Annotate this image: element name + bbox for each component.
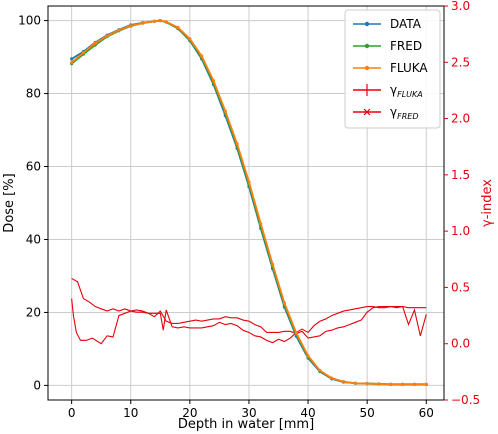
dose-point [389,382,393,386]
y-axis-label: Dose [%] [2,173,17,232]
dose-point [294,331,298,335]
dose-point [211,79,216,83]
dose-point [365,381,369,386]
gamma-line [71,298,427,345]
y-tick-label: 60 [26,160,41,174]
legend-swatch-marker [364,21,370,27]
legend-box [344,9,441,129]
y2-tick-label: −0.5 [451,393,480,407]
legend-label: DATA [390,17,422,31]
x-tick-label: 30 [241,406,256,420]
x-axis: 0 10 20 30 40 50 60 [68,400,434,420]
y2-tick-label: 3.0 [451,0,470,13]
x-tick-label: 60 [419,406,434,420]
y-tick-label: 20 [26,305,41,319]
dose-point [424,382,428,386]
x-tick-label: 40 [300,406,315,420]
y2-tick-label: 0.0 [451,337,470,351]
y-tick-label: 100 [18,14,41,28]
dose-point [270,262,275,266]
y-axis-left: 0 20 40 60 80 100 [18,14,48,392]
dose-point [164,20,168,24]
y2-tick-label: 2.5 [451,55,470,69]
x-tick-label: 10 [123,406,138,420]
legend-label: FLUKA [390,61,428,75]
dose-point [401,382,405,386]
y2-tick-label: 2.0 [451,112,470,126]
legend-label-subscript: FLUKA [397,90,423,99]
dose-point [70,60,74,65]
y2-tick-label: 1.0 [451,224,470,238]
dose-point [152,19,156,23]
y-tick-label: 0 [33,378,41,392]
dose-point [93,41,97,45]
plot-frame [47,5,445,401]
y2-axis-label: γ-index [480,179,495,227]
dose-point [129,24,133,28]
x-tick-label: 50 [360,406,375,420]
dose-point [247,180,251,184]
dose-point [200,54,204,58]
dose-point [81,51,86,55]
legend-label-subscript: FRED [397,112,418,121]
x-tick-label: 20 [182,406,197,420]
dose-point [318,368,322,373]
dose-point [176,25,180,30]
x-tick-label: 0 [68,406,76,420]
dose-point [117,28,121,32]
legend-swatch-marker [364,43,370,49]
y-tick-label: 80 [26,87,41,101]
dose-point [412,382,417,386]
dose-point [353,381,357,385]
dose-point [223,109,227,113]
legend-swatch-marker [363,108,371,116]
gamma-line [71,277,427,339]
plot-series [70,18,428,386]
dose-point [341,380,346,384]
y-tick-label: 40 [26,232,41,246]
dose-point [235,142,239,146]
legend-swatch-marker [364,65,370,71]
dose-point [306,354,310,358]
dose-point [70,57,74,61]
dose-point [158,18,162,23]
dose-point [330,376,334,380]
legend-label: FRED [390,39,422,53]
dose-point [140,21,145,25]
y2-tick-label: 0.5 [451,280,470,294]
dose-point [188,37,192,41]
x-axis-label: Depth in water [mm] [178,417,314,432]
dose-point [259,222,263,226]
y2-tick-label: 1.5 [451,168,470,182]
dose-point [105,34,109,38]
dose-point [282,301,287,305]
dose-point [377,382,381,386]
y-axis-right: −0.5 0.0 0.5 1.0 1.5 2.0 2.5 3.0 [444,0,480,407]
dose-line [71,19,427,386]
